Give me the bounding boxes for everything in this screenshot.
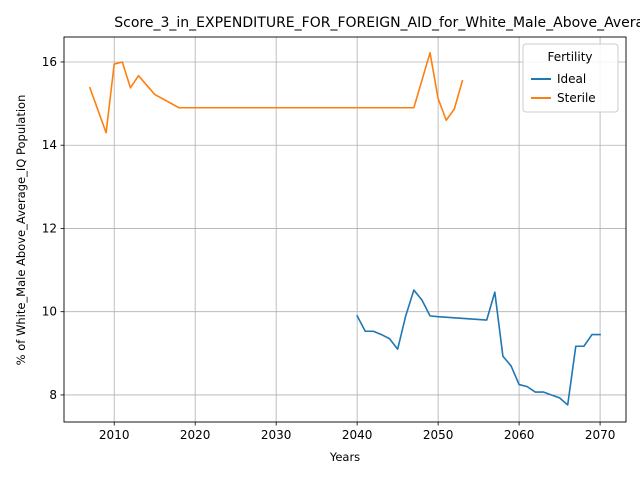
legend-label-sterile: Sterile (557, 91, 596, 105)
legend-label-ideal: Ideal (557, 72, 586, 86)
x-tick-label: 2060 (504, 428, 535, 442)
x-tick-label: 2050 (423, 428, 454, 442)
y-tick-label: 10 (42, 305, 57, 319)
legend-title: Fertility (547, 50, 592, 64)
y-tick-label: 16 (42, 55, 57, 69)
chart-title: Score_3_in_EXPENDITURE_FOR_FOREIGN_AID_f… (114, 15, 640, 31)
x-tick-label: 2040 (342, 428, 373, 442)
x-tick-label: 2020 (180, 428, 211, 442)
x-tick-label: 2030 (261, 428, 292, 442)
y-tick-label: 8 (49, 388, 57, 402)
y-tick-label: 12 (42, 221, 57, 235)
x-tick-label: 2070 (585, 428, 616, 442)
x-axis-label: Years (329, 450, 360, 464)
y-tick-label: 14 (42, 138, 57, 152)
y-axis-label: % of White_Male Above_Average_IQ Populat… (14, 95, 28, 366)
x-tick-label: 2010 (99, 428, 130, 442)
legend: Fertility Ideal Sterile (523, 44, 618, 112)
